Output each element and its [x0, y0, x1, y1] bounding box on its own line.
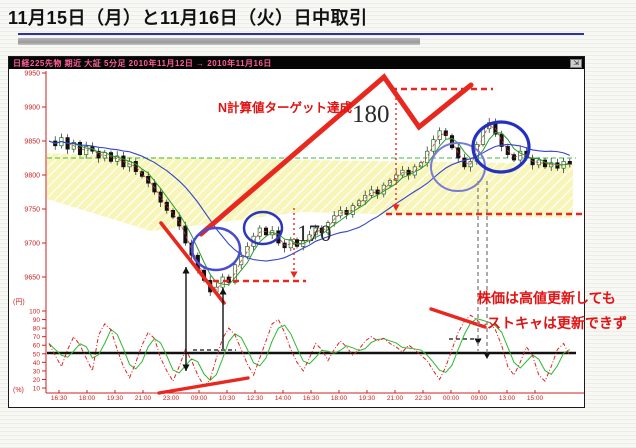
svg-text:16:30: 16:30	[51, 395, 68, 402]
annotation-stoch-note-1: 株価は高値更新しても	[477, 290, 616, 306]
svg-text:9700: 9700	[24, 241, 40, 248]
svg-text:40: 40	[33, 360, 41, 367]
svg-text:9650: 9650	[24, 275, 40, 282]
annotation-stoch-note-2: ストキャは更新できず	[487, 315, 627, 331]
svg-text:21:00: 21:00	[135, 395, 152, 402]
title-gray-bar	[18, 38, 420, 45]
resize-icon[interactable]: ⇲	[570, 58, 582, 68]
chart-window: 日経225先物 期近 大証 5分足 2010年11月12日 → 2010年11月…	[8, 56, 585, 408]
svg-text:9750: 9750	[24, 207, 40, 214]
svg-text:00:00: 00:00	[443, 395, 460, 402]
svg-text:16:30: 16:30	[303, 395, 320, 402]
svg-text:9850: 9850	[24, 139, 40, 146]
svg-text:90: 90	[33, 317, 41, 324]
svg-text:80: 80	[33, 326, 41, 333]
svg-text:18:00: 18:00	[331, 395, 348, 402]
svg-text:20: 20	[33, 377, 41, 384]
svg-text:(%): (%)	[13, 387, 24, 394]
svg-text:09:00: 09:00	[191, 395, 208, 402]
svg-text:19:30: 19:30	[359, 395, 376, 402]
hand-annotations	[157, 73, 584, 395]
svg-text:10: 10	[33, 386, 41, 393]
svg-text:19:30: 19:30	[107, 395, 124, 402]
annotation-level-low: 170	[297, 221, 332, 246]
svg-text:60: 60	[33, 343, 41, 350]
svg-text:12:30: 12:30	[247, 395, 264, 402]
svg-text:30: 30	[33, 368, 41, 375]
svg-text:(円): (円)	[13, 298, 25, 306]
svg-text:100: 100	[29, 309, 40, 316]
annotation-n-target: N計算値ターゲット達成	[218, 101, 353, 115]
svg-text:9800: 9800	[24, 173, 40, 180]
svg-text:09:00: 09:00	[471, 395, 488, 402]
svg-text:70: 70	[33, 334, 41, 341]
svg-text:10:30: 10:30	[219, 395, 236, 402]
svg-text:50: 50	[33, 351, 41, 358]
svg-text:14:00: 14:00	[275, 395, 292, 402]
svg-text:9900: 9900	[24, 105, 40, 112]
chart-titlebar: 日経225先物 期近 大証 5分足 2010年11月12日 → 2010年11月…	[9, 57, 584, 69]
ichimoku-cloud	[47, 153, 573, 231]
svg-text:15:00: 15:00	[527, 395, 544, 402]
svg-text:18:00: 18:00	[79, 395, 96, 402]
page-title: 11月15日（月）と11月16日（火）日中取引	[8, 8, 368, 28]
svg-text:9950: 9950	[24, 71, 40, 78]
annotation-level-high: 180	[352, 101, 390, 128]
svg-text:13:00: 13:00	[499, 395, 516, 402]
svg-text:21:00: 21:00	[387, 395, 404, 402]
svg-text:23:00: 23:00	[163, 395, 180, 402]
title-underline	[18, 33, 584, 35]
chart-titlebar-label: 日経225先物 期近 大証 5分足 2010年11月12日 → 2010年11月…	[13, 58, 272, 68]
svg-text:22:30: 22:30	[415, 395, 432, 402]
